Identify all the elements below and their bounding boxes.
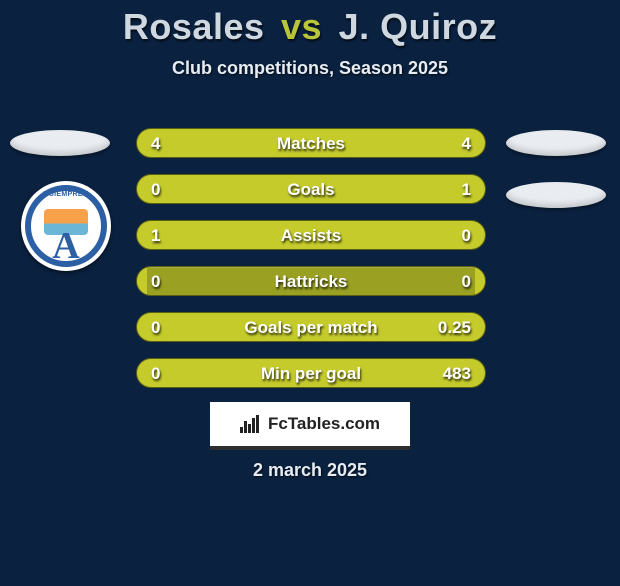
brand-text: FcTables.com [268,414,380,434]
page-title: Rosales vs J. Quiroz [0,6,620,48]
vs-label: vs [281,6,322,47]
club-badge-text: A SIEMPRE A [42,191,90,198]
brand-logo-icon [240,415,262,433]
player1-name: Rosales [123,6,265,47]
subtitle: Club competitions, Season 2025 [0,58,620,79]
stat-label: Goals per match [137,313,485,342]
player2-name: J. Quiroz [339,6,498,47]
stat-row: 00Hattricks [136,266,486,296]
stat-label: Goals [137,175,485,204]
stat-row: 01Goals [136,174,486,204]
stat-row: 0483Min per goal [136,358,486,388]
stat-label: Matches [137,129,485,158]
footer-date: 2 march 2025 [0,460,620,481]
player2-club-placeholder-icon [506,182,606,208]
stat-row: 10Assists [136,220,486,250]
stat-label: Hattricks [137,267,485,296]
player1-club-badge: A SIEMPRE A A [21,181,111,271]
player2-placeholder-icon [506,130,606,156]
club-badge-letter: A [52,227,79,265]
comparison-chart: 44Matches 01Goals 10Assists 00Hattricks 00.2… [136,128,486,404]
stat-row: 00.25Goals per match [136,312,486,342]
stat-label: Min per goal [137,359,485,388]
player1-placeholder-icon [10,130,110,156]
stat-label: Assists [137,221,485,250]
stat-row: 44Matches [136,128,486,158]
brand-badge: FcTables.com [210,402,410,450]
